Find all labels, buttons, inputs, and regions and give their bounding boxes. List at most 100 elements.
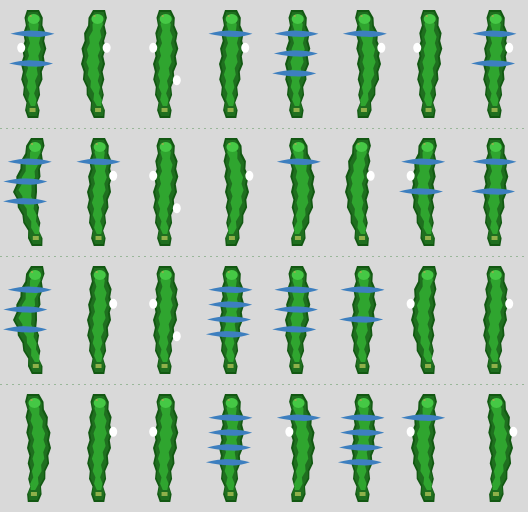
water-hazard <box>205 331 250 338</box>
hole-26 <box>66 384 132 512</box>
putting-green <box>27 14 40 24</box>
flag-marker <box>423 271 426 273</box>
flag-marker <box>227 15 230 17</box>
flag-marker <box>95 399 98 401</box>
putting-green <box>490 398 503 408</box>
hole-24 <box>462 256 528 384</box>
sand-bunker <box>505 298 514 309</box>
putting-green <box>489 14 502 24</box>
water-hazard <box>276 414 321 421</box>
tee-box <box>425 236 432 240</box>
flag-marker <box>294 399 297 401</box>
flag-marker <box>161 143 164 145</box>
hole-3 <box>132 0 198 128</box>
hole-32 <box>462 384 528 512</box>
flag-marker <box>491 143 494 145</box>
tee-box <box>359 492 366 496</box>
tee-box <box>95 108 102 112</box>
fairway <box>416 402 433 490</box>
flag-marker <box>492 399 495 401</box>
putting-green <box>291 270 304 280</box>
sand-bunker <box>406 170 415 181</box>
water-hazard <box>471 60 516 67</box>
water-hazard <box>10 30 55 37</box>
sand-bunker <box>149 170 158 181</box>
sand-bunker <box>172 203 181 214</box>
water-hazard <box>471 188 516 195</box>
sand-bunker <box>285 426 294 437</box>
flag-marker <box>31 143 34 145</box>
putting-green <box>93 398 106 408</box>
sand-bunker <box>406 298 415 309</box>
tee-box <box>228 236 235 240</box>
sand-bunker <box>245 170 254 181</box>
water-hazard <box>3 326 48 333</box>
water-hazard <box>399 188 444 195</box>
tee-box <box>30 492 37 496</box>
tee-box <box>492 492 499 496</box>
water-hazard <box>274 30 319 37</box>
hole-31 <box>396 384 462 512</box>
water-hazard <box>472 30 517 37</box>
tee-box <box>227 108 234 112</box>
fairway <box>491 402 508 490</box>
putting-green <box>421 142 434 152</box>
hole-17 <box>0 256 66 384</box>
water-hazard <box>337 459 382 466</box>
water-hazard <box>342 30 387 37</box>
tee-box <box>425 364 432 368</box>
putting-green <box>489 142 502 152</box>
putting-green <box>159 398 172 408</box>
sand-bunker <box>102 42 111 53</box>
fairway <box>293 402 310 490</box>
tee-box <box>95 492 102 496</box>
putting-green <box>421 398 434 408</box>
fairway <box>91 402 107 490</box>
tee-box <box>425 108 432 112</box>
fairway <box>416 274 433 362</box>
water-hazard <box>7 158 52 165</box>
hole-9 <box>0 128 66 256</box>
fairway <box>293 146 310 234</box>
hole-16 <box>462 128 528 256</box>
water-hazard <box>208 301 253 308</box>
fairway <box>91 274 107 362</box>
water-hazard <box>340 286 385 293</box>
putting-green <box>159 270 172 280</box>
tee-box <box>29 108 36 112</box>
putting-green <box>292 398 305 408</box>
tee-box <box>227 364 234 368</box>
putting-green <box>357 270 370 280</box>
putting-green <box>93 270 106 280</box>
sand-bunker <box>149 298 158 309</box>
hole-12 <box>198 128 264 256</box>
sand-bunker <box>505 42 514 53</box>
tee-box <box>294 236 301 240</box>
fairway <box>86 18 103 106</box>
flag-marker <box>293 15 296 17</box>
flag-marker <box>228 143 231 145</box>
fairway <box>157 274 173 362</box>
hole-19 <box>132 256 198 384</box>
putting-green <box>226 142 239 152</box>
sand-bunker <box>366 170 375 181</box>
fairway <box>359 18 376 106</box>
water-hazard <box>208 286 253 293</box>
hole-14 <box>330 128 396 256</box>
water-hazard <box>340 429 385 436</box>
tee-box <box>227 492 234 496</box>
flag-marker <box>359 399 362 401</box>
water-hazard <box>208 30 253 37</box>
fairway <box>289 274 305 362</box>
water-hazard <box>339 444 384 451</box>
sand-bunker <box>149 42 158 53</box>
sand-bunker <box>17 42 26 53</box>
sand-bunker <box>241 42 250 53</box>
hole-28 <box>198 384 264 512</box>
water-hazard <box>401 414 446 421</box>
flag-marker <box>423 399 426 401</box>
water-hazard <box>9 60 54 67</box>
hole-15 <box>396 128 462 256</box>
fairway <box>350 146 367 234</box>
flag-marker <box>357 143 360 145</box>
